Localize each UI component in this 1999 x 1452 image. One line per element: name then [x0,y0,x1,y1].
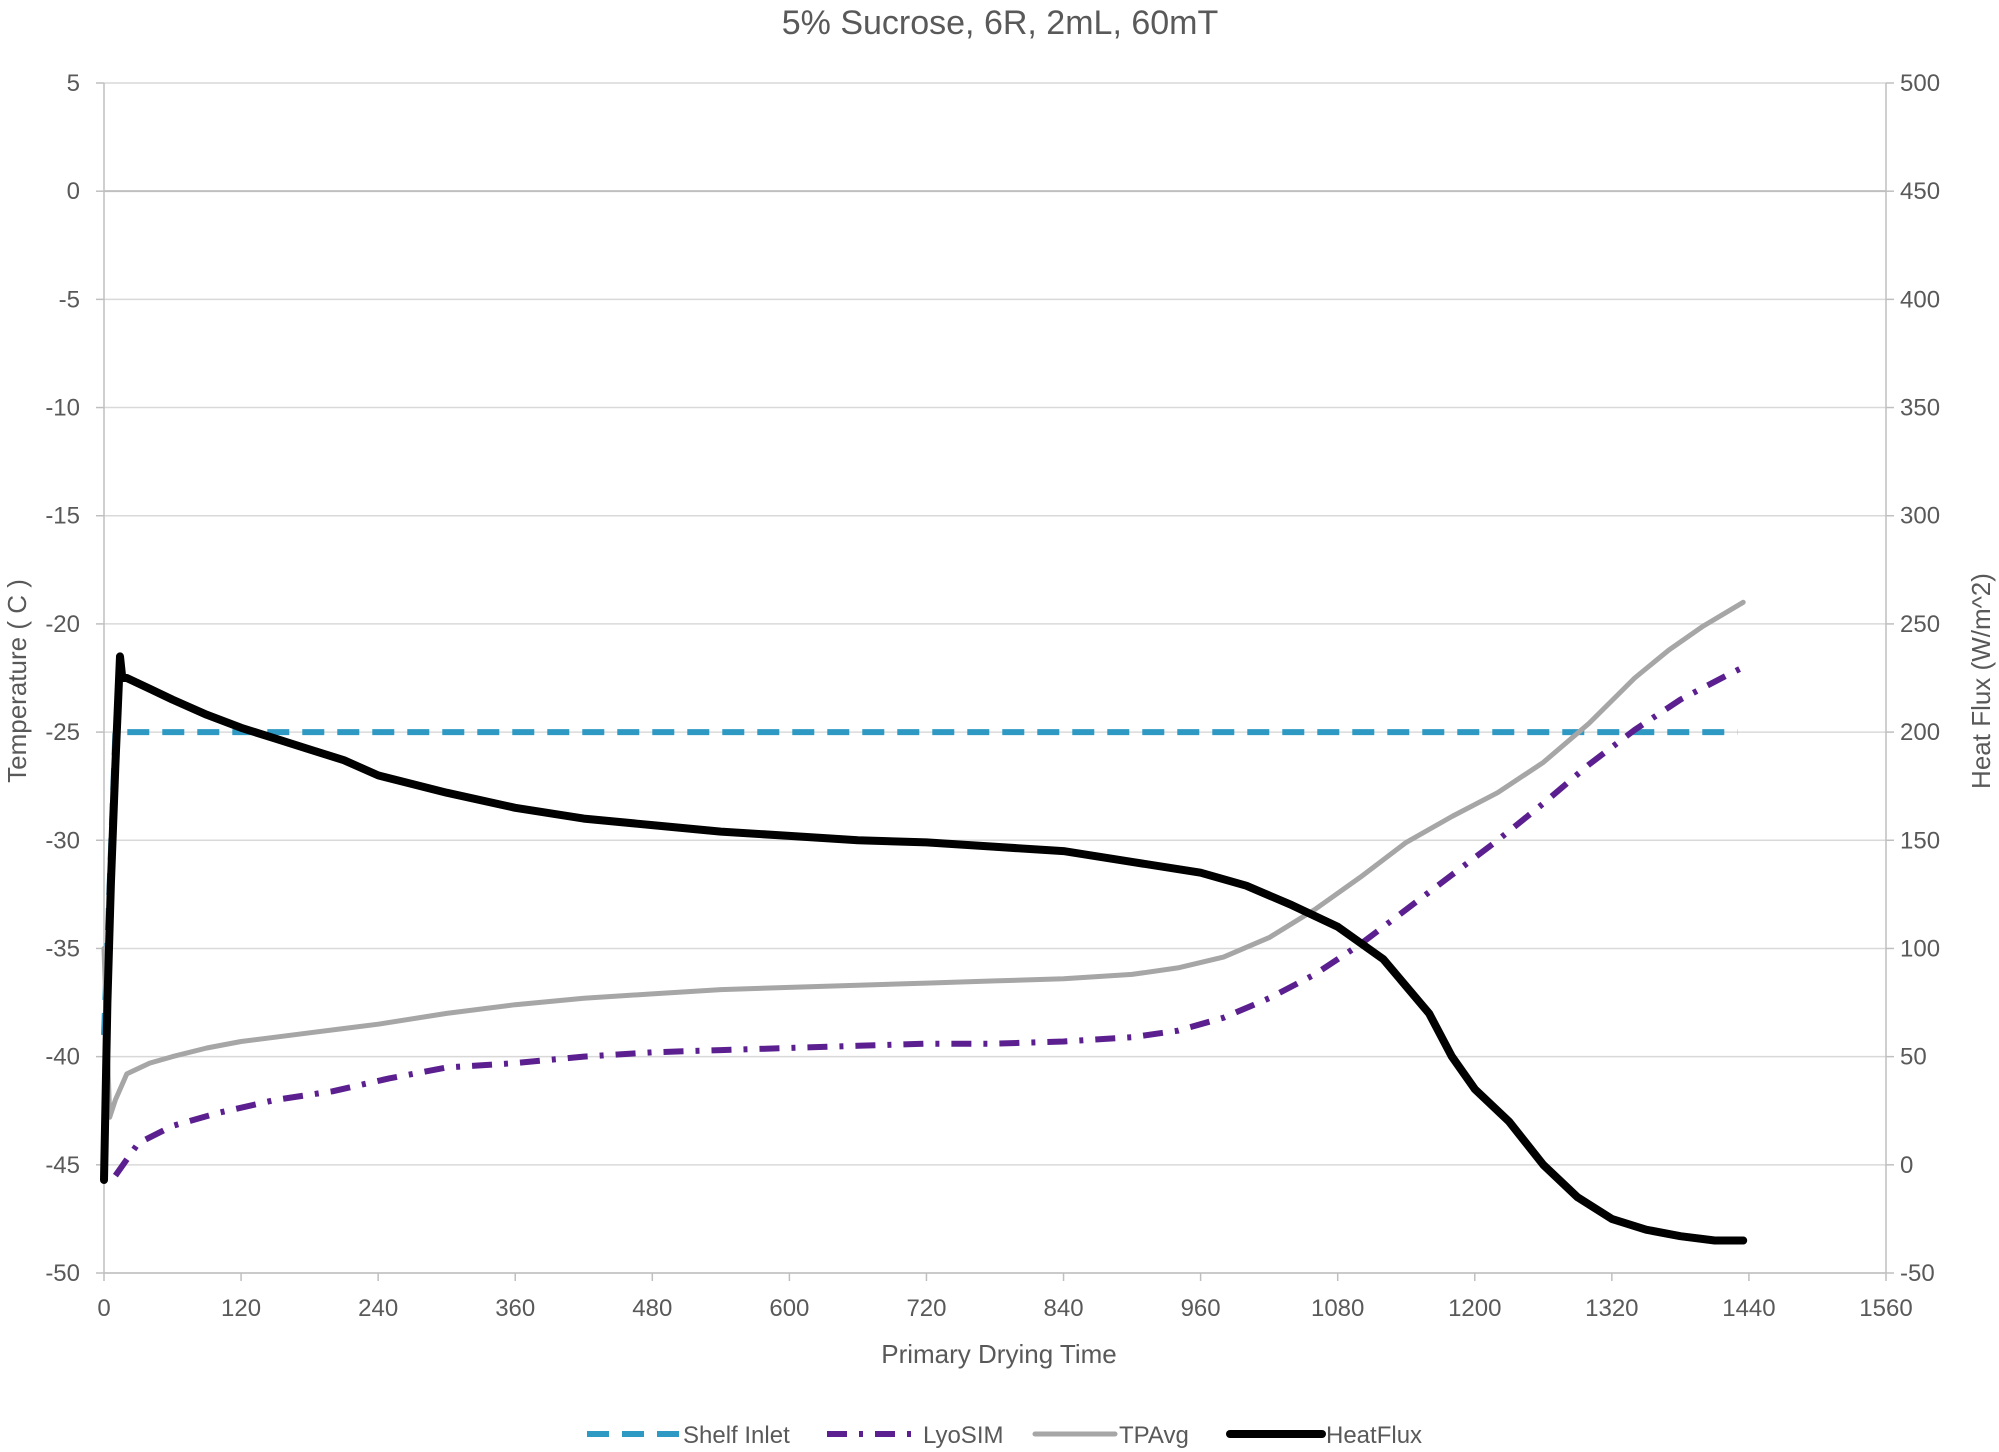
y2-tick-label: 250 [1900,611,1940,638]
chart-title: 5% Sucrose, 6R, 2mL, 60mT [782,4,1219,42]
y2-tick-label: 100 [1900,935,1940,962]
y-tick-label: -15 [45,503,80,530]
y2-tick-label: 150 [1900,827,1940,854]
y-tick-label: -10 [45,395,80,422]
x-tick-label: 840 [1044,1295,1084,1322]
y2-tick-label: 0 [1900,1152,1913,1179]
x-tick-label: 240 [358,1295,398,1322]
y-tick-label: -45 [45,1152,80,1179]
x-axis-tick-labels: 0 120 240 360 480 600 720 840 960 1080 1200 1320 144… [97,1295,1912,1322]
x-tick-label: 960 [1181,1295,1221,1322]
y2-tick-label: 500 [1900,70,1940,97]
y-tick-label: -5 [59,286,80,313]
y2-tick-label: 50 [1900,1044,1927,1071]
x-tick-label: 1560 [1859,1295,1912,1322]
x-tick-label: 1200 [1448,1295,1501,1322]
x-tick-label: 360 [495,1295,535,1322]
y2-tick-label: 300 [1900,503,1940,530]
x-tick-label: 0 [97,1295,110,1322]
y2-tick-label: -50 [1900,1260,1935,1287]
series-line-tpavg [101,599,1746,1120]
y-tick-label: -25 [45,719,80,746]
legend: Shelf Inlet LyoSIM TPAvg HeatFlux [587,1422,1422,1449]
y-tick-label: -35 [45,935,80,962]
x-tick-label: 1320 [1585,1295,1638,1322]
x-tick-label: 1080 [1311,1295,1364,1322]
y-tick-label: -40 [45,1044,80,1071]
x-tick-label: 600 [769,1295,809,1322]
y2-tick-label: 400 [1900,286,1940,313]
legend-label-tpavg: TPAvg [1119,1422,1189,1449]
y2-axis-title: Heat Flux (W/m^2) [1966,573,1996,789]
series-line-shelf-inlet [101,729,1738,1036]
x-tick-label: 480 [632,1295,672,1322]
legend-label-lyosim: LyoSIM [923,1422,1003,1449]
y-tick-label: -50 [45,1260,80,1287]
y-tick-label: -20 [45,611,80,638]
x-tick-label: 720 [906,1295,946,1322]
y2-tick-label: 450 [1900,178,1940,205]
series-layer [100,599,1748,1245]
series-line-lyosim [112,664,1745,1178]
x-tick-label: 120 [221,1295,261,1322]
x-tick-label: 1440 [1722,1295,1775,1322]
y-tick-label: -30 [45,827,80,854]
y-tick-label: 5 [67,70,80,97]
y-tick-label: 0 [67,178,80,205]
legend-label-heatflux: HeatFlux [1326,1422,1422,1449]
x-axis-title: Primary Drying Time [881,1339,1116,1369]
y2-tick-label: 350 [1900,395,1940,422]
y2-tick-label: 200 [1900,719,1940,746]
series-line-heatflux [100,652,1748,1245]
left-axis-tick-labels: 5 0 -5 -10 -15 -20 -25 -30 -35 -40 -45 -50 [45,70,80,1287]
legend-label-shelf-inlet: Shelf Inlet [683,1422,790,1449]
y-axis-title: Temperature ( C ) [2,579,32,783]
